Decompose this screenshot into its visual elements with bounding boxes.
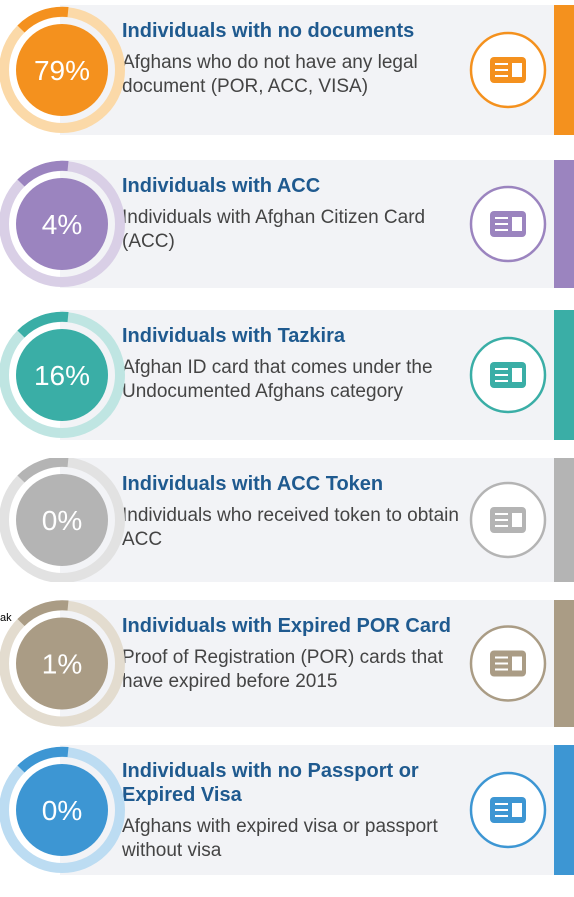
percent-label: 16%: [34, 360, 90, 391]
percent-circle: [16, 617, 108, 710]
ring-accent: [17, 746, 69, 773]
accent-bar: [554, 310, 574, 440]
accent-bar: [554, 5, 574, 135]
percent-label: 0%: [42, 505, 82, 536]
icon-detail: [512, 656, 522, 671]
graphics: 0%: [0, 746, 547, 873]
text-block: Individuals with Tazkira Afghan ID card t…: [122, 324, 460, 404]
card-description: Afghan ID card that comes under the Undo…: [122, 357, 433, 402]
percent-circle: [16, 474, 108, 566]
fragment: ak: [0, 612, 12, 624]
card: Individuals with Tazkira Afghan ID card t…: [0, 310, 574, 440]
accent-bar: [554, 160, 574, 288]
card-description: Proof of Registration (POR) cards that h…: [122, 647, 444, 692]
text-block: Individuals with ACC Individuals with Afg…: [122, 174, 460, 254]
graphics: 0%: [0, 458, 547, 582]
card-title: Individuals with no Passport or Expired …: [122, 760, 419, 806]
icon-detail: [512, 368, 522, 382]
graphics: 4%: [0, 160, 547, 287]
percent-circle: [16, 329, 108, 421]
card-description: Individuals with Afghan Citizen Card (AC…: [122, 207, 426, 252]
card-description: Afghans with expired visa or passport wi…: [122, 816, 438, 861]
accent-bar: [554, 600, 574, 727]
percent-label: 0%: [42, 795, 82, 826]
ring-accent: [17, 600, 69, 627]
icon-detail: [512, 513, 522, 527]
accent-bar: [554, 745, 574, 875]
percent-circle: [16, 764, 108, 856]
percent-label: 1%: [42, 649, 82, 680]
accent-bar: [554, 458, 574, 582]
percent-label: 79%: [34, 55, 90, 86]
card-description: Individuals who received token to obtain…: [122, 505, 459, 550]
graphics: 79%: [0, 6, 547, 133]
card: Individuals with no documents Afghans who…: [0, 5, 574, 135]
icon-detail: [512, 217, 522, 231]
card-title: Individuals with ACC: [122, 175, 321, 197]
ring-accent: [17, 6, 69, 33]
card: Individuals with Expired POR Card Proof o…: [0, 600, 574, 727]
card: Individuals with ACC Token Individuals wh…: [0, 458, 574, 582]
icon-detail: [512, 63, 522, 77]
card: Individuals with ACC Individuals with Afg…: [0, 160, 574, 288]
percent-label: 4%: [42, 209, 82, 240]
card-description: Afghans who do not have any legal docume…: [122, 52, 418, 97]
text-block: Individuals with ACC Token Individuals wh…: [122, 472, 460, 552]
percent-circle: [16, 24, 108, 116]
card-title: Individuals with ACC Token: [122, 473, 384, 495]
card-title: Individuals with no documents: [122, 20, 415, 42]
graphics: 16%: [0, 311, 547, 438]
icon-detail: [512, 803, 522, 817]
ring-accent: [17, 160, 69, 187]
graphics: 1%: [0, 600, 547, 727]
text-block: Individuals with no documents Afghans who…: [122, 19, 460, 99]
ring-accent: [17, 458, 69, 483]
card: Individuals with no Passport or Expired …: [0, 745, 574, 875]
text-block: Individuals with no Passport or Expired …: [122, 759, 460, 863]
card-title: Individuals with Expired POR Card: [122, 615, 451, 637]
text-block: Individuals with Expired POR Card Proof o…: [122, 614, 460, 694]
ring-accent: [17, 311, 69, 338]
percent-circle: [16, 178, 108, 270]
card-title: Individuals with Tazkira: [122, 325, 346, 347]
